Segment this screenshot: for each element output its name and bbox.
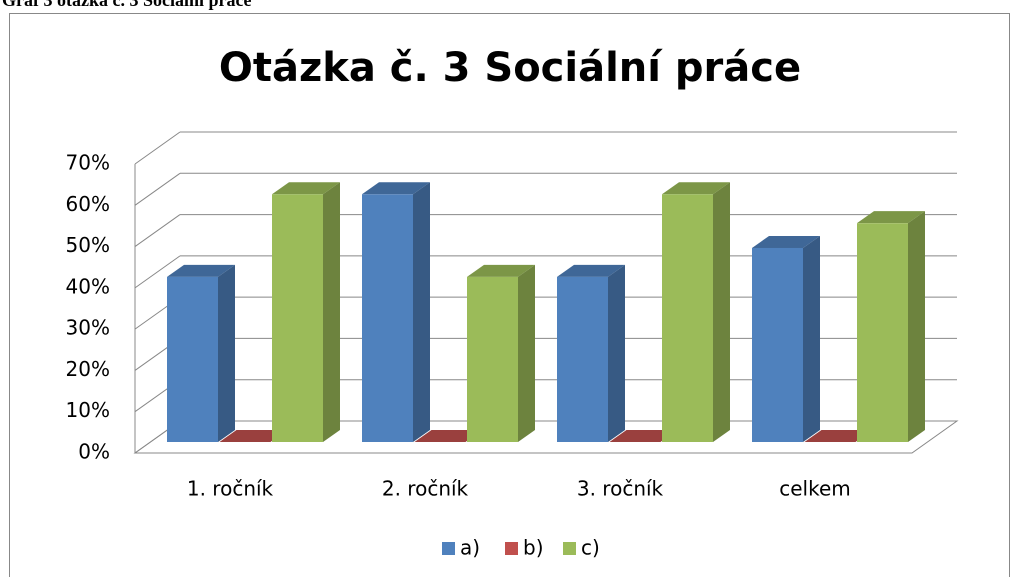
x-tick-label: 2. ročník	[382, 477, 469, 501]
legend-swatch	[563, 542, 576, 555]
bar-side	[323, 182, 340, 443]
y-tick-label: 70%	[66, 151, 110, 175]
legend-label: a)	[460, 536, 480, 560]
bar	[557, 276, 608, 442]
bar-top	[219, 430, 288, 442]
bar	[167, 276, 218, 442]
bar-side	[908, 211, 925, 442]
bar-top	[272, 182, 340, 195]
bar-top	[804, 430, 873, 442]
wall-grid-line	[134, 255, 181, 289]
legend-label: c)	[581, 536, 600, 560]
bar-top	[557, 264, 625, 277]
y-tick-label: 10%	[66, 398, 110, 422]
bar	[467, 276, 518, 442]
y-tick-label: 40%	[66, 274, 110, 298]
legend-swatch	[505, 542, 518, 555]
bar-side	[803, 235, 820, 442]
bar	[662, 194, 713, 442]
bar-side	[608, 264, 625, 442]
bar-top	[467, 264, 535, 277]
legend-label: b)	[523, 536, 544, 560]
bar-side	[713, 182, 730, 443]
x-tick-label: 3. ročník	[577, 477, 664, 501]
x-tick-label: celkem	[779, 477, 851, 501]
bar	[272, 194, 323, 442]
bar-top	[609, 430, 678, 442]
bar-top	[414, 430, 483, 442]
wall-grid-line	[134, 214, 181, 247]
legend-swatch	[442, 542, 455, 555]
bar	[752, 247, 803, 442]
bar-side	[218, 264, 235, 442]
bar-top	[752, 235, 820, 248]
y-tick-label: 0%	[78, 440, 110, 464]
bar-top	[857, 211, 925, 224]
bar-top	[662, 182, 730, 195]
bar-top	[362, 182, 430, 195]
wall-grid-line	[134, 172, 181, 206]
bar	[857, 223, 908, 442]
caption: Graf 3 otázka č. 3 Sociální práce	[2, 0, 251, 10]
y-tick-label: 60%	[66, 192, 110, 216]
x-tick-label: 1. ročník	[187, 477, 274, 501]
bar-side	[413, 182, 430, 443]
bar-side	[518, 264, 535, 442]
bar	[362, 194, 413, 442]
y-tick-label: 50%	[66, 233, 110, 257]
bar-top	[167, 264, 235, 277]
wall-grid-line	[134, 131, 181, 165]
chart-title: Otázka č. 3 Sociální práce	[219, 45, 801, 91]
y-tick-label: 20%	[66, 357, 110, 381]
y-tick-label: 30%	[66, 316, 110, 340]
